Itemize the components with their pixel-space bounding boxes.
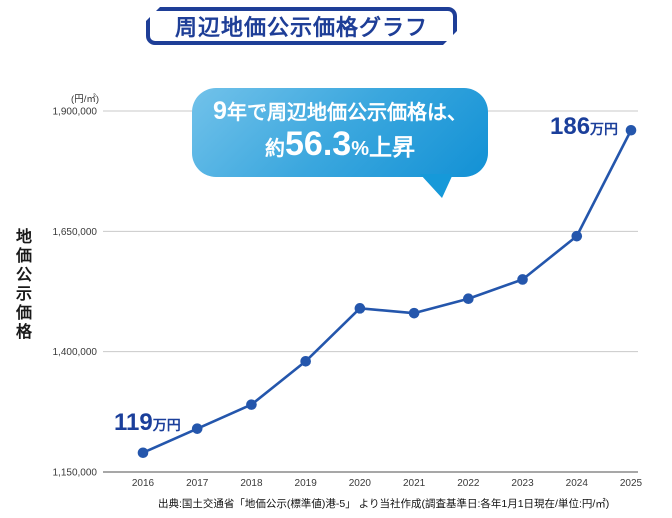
callout-line1-number: 9 bbox=[213, 97, 227, 125]
data-point-2017 bbox=[191, 423, 203, 434]
source-note: 出典:国土交通省「地価公示(標準値)港-5」 より当社作成(調査基準日:各年1月… bbox=[158, 498, 610, 510]
callout-line1: 9年で周辺地価公示価格は、 bbox=[213, 98, 467, 126]
y-tick-label: 1,650,000 bbox=[53, 227, 98, 238]
data-point-2020 bbox=[354, 303, 366, 314]
data-point-2021 bbox=[408, 307, 420, 319]
x-tick-label: 2024 bbox=[566, 478, 589, 489]
y-axis-title: 地価公示価格 bbox=[13, 228, 30, 342]
y-tick-label: 1,900,000 bbox=[53, 107, 98, 118]
start-value-unit: 万円 bbox=[152, 417, 181, 433]
callout-line2: 約56.3%上昇 bbox=[265, 126, 415, 167]
data-point-2025 bbox=[625, 124, 637, 136]
y-tick-label: 1,400,000 bbox=[53, 347, 98, 358]
x-tick-label: 2022 bbox=[457, 478, 480, 489]
y-tick-label: 1,150,000 bbox=[53, 468, 98, 479]
data-point-2023 bbox=[517, 274, 528, 285]
x-tick-label: 2018 bbox=[240, 478, 263, 489]
x-tick-label: 2019 bbox=[295, 478, 318, 489]
data-point-2016 bbox=[137, 447, 149, 459]
callout-bubble: 9年で周辺地価公示価格は、 約56.3%上昇 bbox=[192, 88, 488, 198]
callout-percent-sign: % bbox=[351, 138, 369, 160]
data-point-2024 bbox=[571, 230, 583, 242]
x-tick-label: 2020 bbox=[349, 478, 372, 489]
callout-line1-text: 年で周辺地価公示価格は、 bbox=[226, 102, 467, 124]
x-tick-label: 2023 bbox=[511, 478, 534, 489]
start-value-label: 119万円 bbox=[114, 409, 181, 437]
x-tick-label: 2017 bbox=[186, 478, 209, 489]
chart-title: 周辺地価公示価格グラフ bbox=[174, 15, 428, 40]
callout-tail bbox=[420, 174, 453, 198]
x-tick-label: 2025 bbox=[620, 478, 643, 489]
end-value-number: 186 bbox=[550, 113, 591, 140]
callout-percent-value: 56.3 bbox=[285, 125, 352, 163]
x-tick-label: 2016 bbox=[132, 478, 155, 489]
x-tick-label: 2021 bbox=[403, 478, 426, 489]
callout-approx: 約 bbox=[265, 138, 285, 160]
callout-rise-text: 上昇 bbox=[368, 134, 415, 160]
start-value-number: 119 bbox=[114, 409, 153, 436]
y-axis-unit: (円/㎡) bbox=[71, 94, 99, 105]
end-value-label: 186万円 bbox=[550, 113, 618, 141]
data-point-2019 bbox=[300, 355, 311, 367]
data-point-2018 bbox=[246, 399, 257, 410]
data-point-2022 bbox=[463, 293, 474, 305]
end-value-unit: 万円 bbox=[590, 121, 619, 137]
price-line bbox=[141, 128, 633, 455]
chart-title-box: 周辺地価公示価格グラフ bbox=[146, 7, 457, 45]
